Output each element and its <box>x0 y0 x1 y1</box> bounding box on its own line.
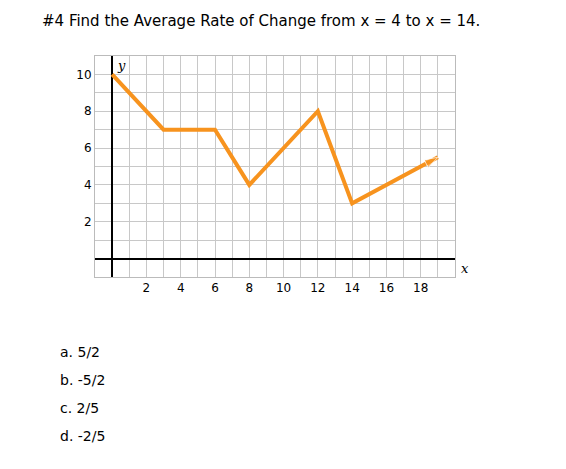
svg-text:6: 6 <box>211 281 219 295</box>
html-text:c. 2/5: c. 2/5 <box>60 400 100 416</box>
svg-text:10: 10 <box>276 281 291 295</box>
svg-text:14: 14 <box>344 281 359 295</box>
svg-text:10: 10 <box>76 68 91 82</box>
svg-text:4: 4 <box>84 178 92 192</box>
svg-text:18: 18 <box>413 281 428 295</box>
svg-text:8: 8 <box>245 281 253 295</box>
svg-text:12: 12 <box>310 281 325 295</box>
svg-text:16: 16 <box>379 281 394 295</box>
svg-text:y: y <box>117 58 126 73</box>
html-text:d. -2/5: d. -2/5 <box>60 428 106 444</box>
svg-text:6: 6 <box>84 141 92 155</box>
svg-text:4: 4 <box>177 281 185 295</box>
html-text:a. 5/2: a. 5/2 <box>60 344 100 360</box>
svg-text:8: 8 <box>84 104 92 118</box>
html-text:#4 Find the Average Rate of Ch: #4 Find the Average Rate of Change from … <box>42 12 481 30</box>
svg-text:x: x <box>461 261 469 276</box>
svg-text:2: 2 <box>84 215 92 229</box>
svg-text:2: 2 <box>143 281 151 295</box>
html-text:b. -5/2: b. -5/2 <box>60 372 106 388</box>
